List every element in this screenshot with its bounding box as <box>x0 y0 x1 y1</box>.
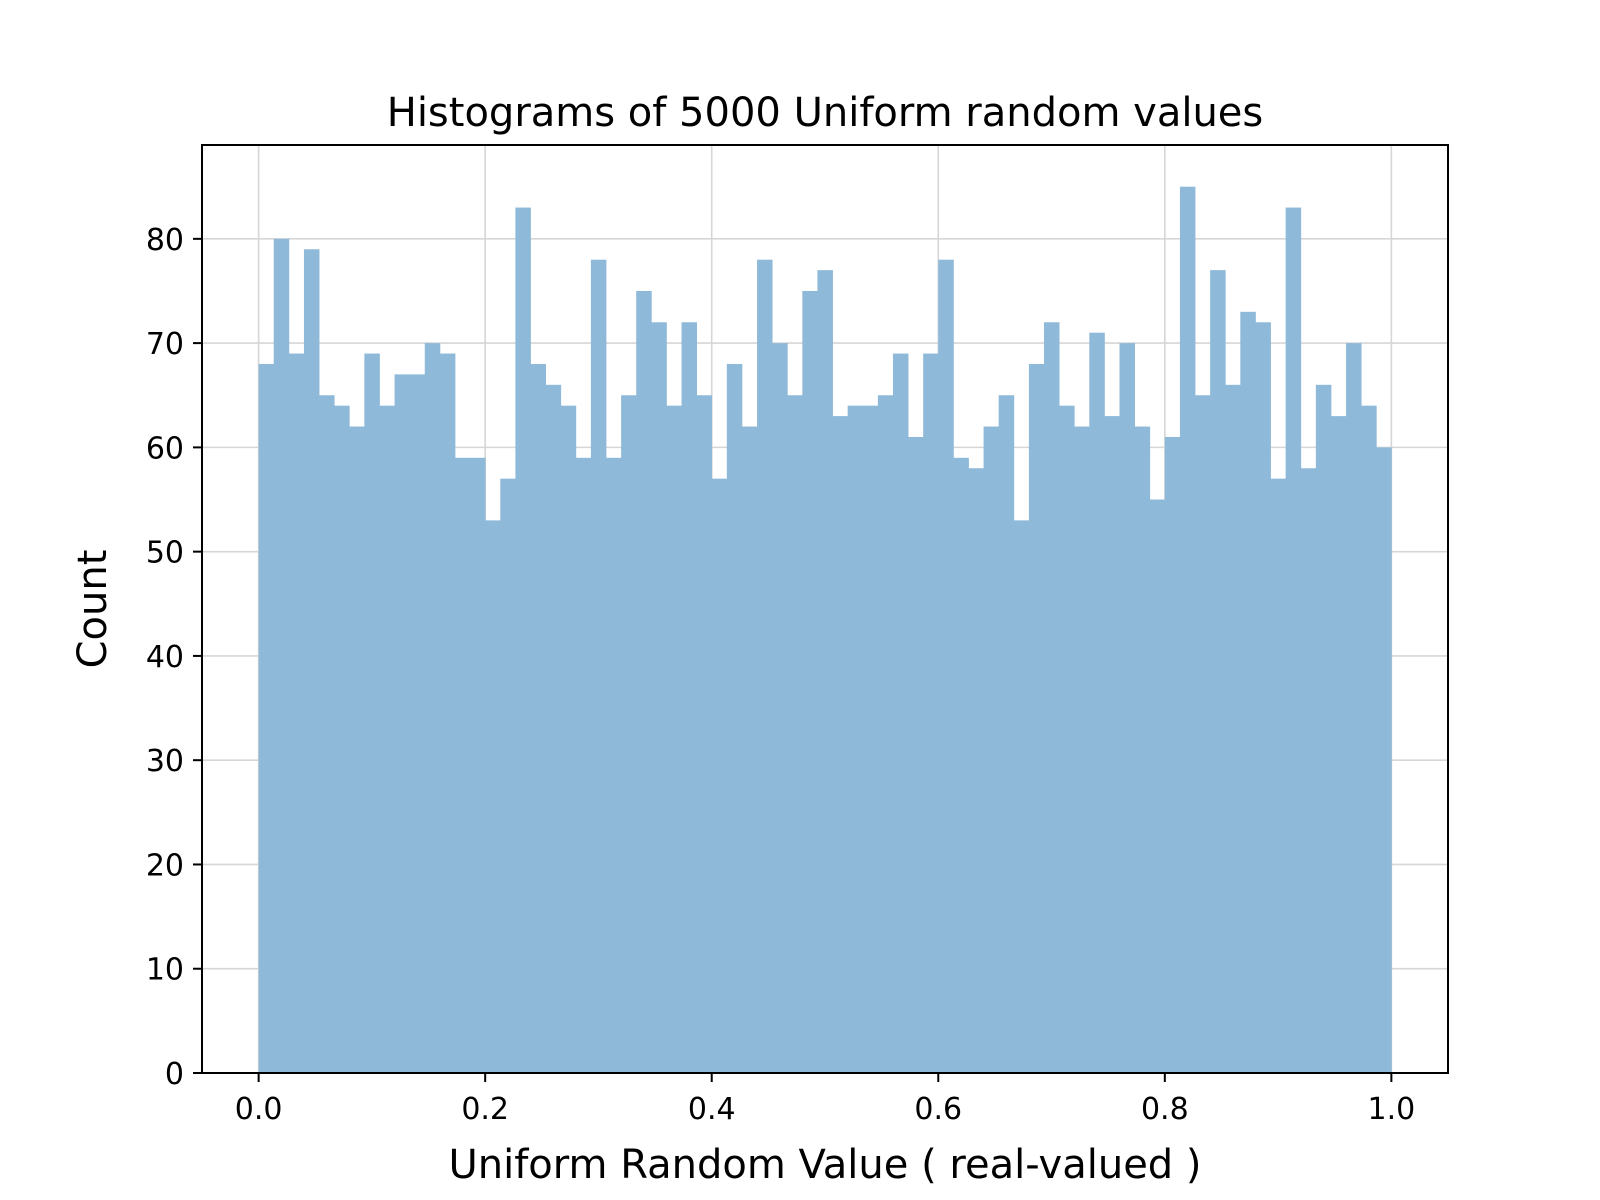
histogram-bar <box>470 457 486 1074</box>
plot-frame <box>201 144 1449 1074</box>
histogram-bar <box>908 436 924 1073</box>
histogram-bar <box>258 363 275 1073</box>
histogram-bar <box>787 395 803 1073</box>
histogram-bar <box>1104 416 1120 1073</box>
histogram-bar <box>621 395 637 1073</box>
x-tick-label: 0.0 <box>235 1092 283 1127</box>
histogram-bar <box>500 478 516 1073</box>
histogram-bar <box>1149 499 1166 1073</box>
histogram-bar <box>1134 426 1151 1073</box>
histogram-bar <box>424 343 441 1073</box>
histogram-bar <box>454 457 471 1074</box>
histogram-bar <box>696 395 713 1073</box>
y-tick-label: 10 <box>146 953 184 988</box>
histogram-bar <box>1300 468 1317 1073</box>
histogram-bar <box>1315 384 1332 1074</box>
x-tick-label: 0.8 <box>1141 1092 1189 1127</box>
histogram-bar <box>757 259 773 1073</box>
x-tick-label: 0.6 <box>914 1092 962 1127</box>
histogram-bar <box>1225 384 1241 1074</box>
histogram-bar <box>998 395 1015 1073</box>
histogram-bar <box>1240 311 1256 1074</box>
histogram-bar <box>1074 426 1090 1073</box>
histogram-bar <box>1270 478 1287 1073</box>
histogram-bar <box>288 353 305 1074</box>
histogram-bar <box>590 259 607 1073</box>
histogram-bar <box>1285 207 1302 1074</box>
histogram-bar <box>560 405 577 1073</box>
histogram-bars <box>258 186 1392 1074</box>
y-axis-title: Count <box>70 550 116 669</box>
histogram-bar <box>666 405 682 1073</box>
histogram-bar <box>741 426 758 1073</box>
x-tick-label: 1.0 <box>1368 1092 1416 1127</box>
histogram-bar <box>1028 363 1045 1073</box>
histogram-bar <box>545 384 562 1074</box>
histogram-bar <box>575 457 592 1074</box>
histogram-bar <box>847 405 864 1073</box>
histogram-bar <box>364 353 380 1074</box>
histogram-bar <box>439 353 456 1074</box>
histogram-bar <box>606 457 622 1074</box>
histogram-bar <box>1361 405 1377 1073</box>
histogram-bar <box>953 457 969 1074</box>
histogram-bar <box>983 426 1000 1073</box>
y-tick-label: 80 <box>146 223 184 258</box>
histogram-bar <box>530 363 546 1073</box>
histogram-bar <box>379 405 395 1073</box>
histogram-bar <box>1119 343 1136 1073</box>
histogram-bar <box>1330 416 1347 1073</box>
histogram-bar <box>1043 322 1060 1073</box>
histogram-bar <box>303 249 320 1074</box>
histogram-bar <box>319 395 335 1073</box>
y-axis-ticks: 0 10 20 30 40 50 60 70 80 <box>146 223 202 1092</box>
y-tick-label: 40 <box>146 640 184 675</box>
histogram-bar <box>485 520 501 1073</box>
histogram-bar <box>349 426 365 1073</box>
x-tick-label: 0.4 <box>688 1092 736 1127</box>
histogram-bar <box>394 374 411 1073</box>
y-tick-label: 20 <box>146 848 184 883</box>
histogram-bar <box>832 416 849 1073</box>
x-axis-ticks: 0.0 0.2 0.4 0.6 0.8 1.0 <box>235 1073 1415 1127</box>
y-tick-label: 0 <box>165 1057 184 1092</box>
histogram-bar <box>409 374 426 1073</box>
y-tick-label: 50 <box>146 536 184 571</box>
histogram-bar <box>1210 270 1226 1073</box>
x-tick-label: 0.2 <box>461 1092 509 1127</box>
histogram-bar <box>681 322 698 1073</box>
chart-title: Histograms of 5000 Uniform random values <box>387 90 1264 136</box>
y-tick-label: 30 <box>146 744 184 779</box>
histogram-bar <box>1346 343 1362 1073</box>
histogram-bar <box>817 270 833 1073</box>
x-axis-title: Uniform Random Value ( real-valued ) <box>448 1142 1201 1188</box>
histogram-bar <box>1013 520 1030 1073</box>
histogram-bar <box>862 405 879 1073</box>
histogram-bar <box>273 238 290 1073</box>
histogram-bar <box>877 395 894 1073</box>
y-tick-label: 60 <box>146 431 184 466</box>
histogram-bar <box>802 290 818 1073</box>
histogram-bar <box>1089 332 1105 1073</box>
histogram-bar <box>938 259 954 1073</box>
histogram-bar <box>923 353 939 1074</box>
histogram-bar <box>1195 395 1211 1073</box>
histogram-bar <box>636 290 652 1073</box>
histogram-bar <box>1376 447 1392 1073</box>
histogram-bar <box>651 322 667 1073</box>
histogram-bar <box>968 468 984 1073</box>
histogram-bar <box>1255 322 1271 1073</box>
histogram-bar <box>772 343 788 1073</box>
histogram-bar <box>515 207 531 1074</box>
histogram-bar <box>1164 436 1181 1073</box>
histogram-bar <box>1179 186 1196 1073</box>
histogram-bar <box>892 353 909 1074</box>
histogram-bar <box>334 405 350 1073</box>
histogram-bar <box>1059 405 1075 1073</box>
histogram-bar <box>711 478 728 1073</box>
histogram-bar <box>726 363 743 1073</box>
y-tick-label: 70 <box>146 327 184 362</box>
